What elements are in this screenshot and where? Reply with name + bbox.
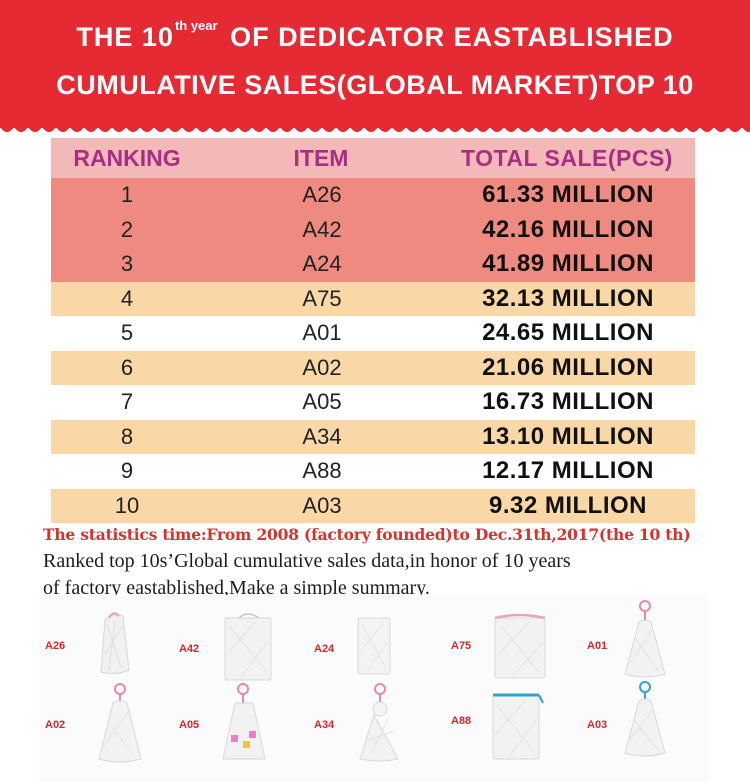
total-cell: 16.73 MILLION <box>482 388 654 416</box>
table-row: 2 A42 42.16 MILLION <box>51 212 695 247</box>
product-card: A34 <box>314 683 446 777</box>
total-cell: 42.16 MILLION <box>482 215 654 243</box>
table-row: 7 A05 16.73 MILLION <box>51 385 695 420</box>
banner-year-number: 10 <box>141 22 174 52</box>
product-card: A88 <box>451 687 583 777</box>
soap-bag-image <box>359 683 399 762</box>
total-cell: 32.13 MILLION <box>482 284 654 312</box>
header-total-sale: TOTAL SALE(PCS) <box>461 144 673 171</box>
item-cell: A24 <box>302 251 342 277</box>
product-label: A34 <box>314 719 335 731</box>
rank-cell: 6 <box>120 354 134 380</box>
product-label: A75 <box>451 640 472 652</box>
header-ranking: RANKING <box>73 144 181 171</box>
product-label: A88 <box>451 715 472 727</box>
rank-cell: 3 <box>120 251 134 277</box>
item-cell: A05 <box>302 389 342 415</box>
product-card: A75 <box>451 610 583 700</box>
soap-bag-image <box>222 683 266 760</box>
item-cell: A03 <box>302 492 342 518</box>
soap-bag-image <box>624 681 666 757</box>
total-cell: 9.32 MILLION <box>488 491 648 519</box>
product-label: A26 <box>45 640 66 652</box>
table-row: 5 A01 24.65 MILLION <box>51 316 695 351</box>
total-cell: 24.65 MILLION <box>482 319 654 347</box>
table-row: 4 A75 32.13 MILLION <box>51 281 695 316</box>
sales-ranking-table: RANKING ITEM TOTAL SALE(PCS) 1 A26 61.33… <box>51 138 695 523</box>
soap-bag-image <box>224 613 272 681</box>
rank-cell: 2 <box>120 216 134 242</box>
banner-scallop-edge <box>0 127 750 132</box>
rank-cell: 4 <box>120 285 134 311</box>
soap-bag-image <box>98 683 142 763</box>
item-cell: A75 <box>302 285 342 311</box>
table-row: 1 A26 61.33 MILLION <box>51 178 695 213</box>
product-label: A02 <box>45 719 66 731</box>
soap-bag-image <box>492 693 544 760</box>
table-header-row: RANKING ITEM TOTAL SALE(PCS) <box>51 138 695 178</box>
item-cell: A26 <box>302 182 342 208</box>
banner-title-line1: THE 10th year OF DEDICATOR EASTABLISHED <box>0 18 750 53</box>
item-cell: A88 <box>302 458 342 484</box>
product-label: A03 <box>587 719 608 731</box>
total-cell: 12.17 MILLION <box>482 457 654 485</box>
total-cell: 61.33 MILLION <box>482 181 654 209</box>
rank-cell: 7 <box>120 389 134 415</box>
rank-cell: 5 <box>120 320 134 346</box>
summary-line-2: of factory eastablished,Make a simple su… <box>43 577 430 599</box>
banner-year-suffix: th year <box>174 18 218 33</box>
summary-line-1: Ranked top 10s’Global cumulative sales d… <box>43 550 571 572</box>
product-card: A01 <box>587 600 719 700</box>
table-row: 8 A34 13.10 MILLION <box>51 419 695 454</box>
header-item: ITEM <box>293 144 349 171</box>
table-row: 6 A02 21.06 MILLION <box>51 350 695 385</box>
rank-cell: 1 <box>120 182 134 208</box>
item-cell: A42 <box>302 216 342 242</box>
total-cell: 21.06 MILLION <box>482 353 654 381</box>
product-card: A24 <box>314 610 446 700</box>
rank-cell: 9 <box>120 458 134 484</box>
soap-bag-image <box>100 612 130 675</box>
product-card: A42 <box>179 610 311 700</box>
product-label: A24 <box>314 643 335 655</box>
product-label: A42 <box>179 643 200 655</box>
product-label: A01 <box>587 640 608 652</box>
table-row: 9 A88 12.17 MILLION <box>51 454 695 489</box>
product-card: A02 <box>45 683 177 777</box>
product-card: A03 <box>587 681 719 777</box>
total-cell: 41.89 MILLION <box>482 250 654 278</box>
rank-cell: 8 <box>120 423 134 449</box>
banner-the: THE <box>76 22 134 52</box>
soap-bag-image <box>624 600 666 678</box>
item-cell: A01 <box>302 320 342 346</box>
table-row: 3 A24 41.89 MILLION <box>51 247 695 282</box>
banner-established-text: OF DEDICATOR EASTABLISHED <box>230 22 674 52</box>
rank-cell: 10 <box>114 492 140 518</box>
product-card: A05 <box>179 683 311 777</box>
soap-bag-image <box>357 617 391 675</box>
table-row: 10 A03 9.32 MILLION <box>51 488 695 523</box>
product-label: A05 <box>179 719 200 731</box>
title-banner: THE 10th year OF DEDICATOR EASTABLISHED … <box>0 0 750 132</box>
statistics-time-note: The statistics time:From 2008 (factory f… <box>43 525 691 544</box>
total-cell: 13.10 MILLION <box>482 422 654 450</box>
product-card: A26 <box>45 610 177 700</box>
item-cell: A02 <box>302 354 342 380</box>
item-cell: A34 <box>302 423 342 449</box>
soap-bag-image <box>494 613 546 679</box>
product-gallery: A26 A42 A24 A75 A01 <box>39 595 709 782</box>
banner-title-line2: CUMULATIVE SALES(GLOBAL MARKET)TOP 10 <box>56 70 694 100</box>
